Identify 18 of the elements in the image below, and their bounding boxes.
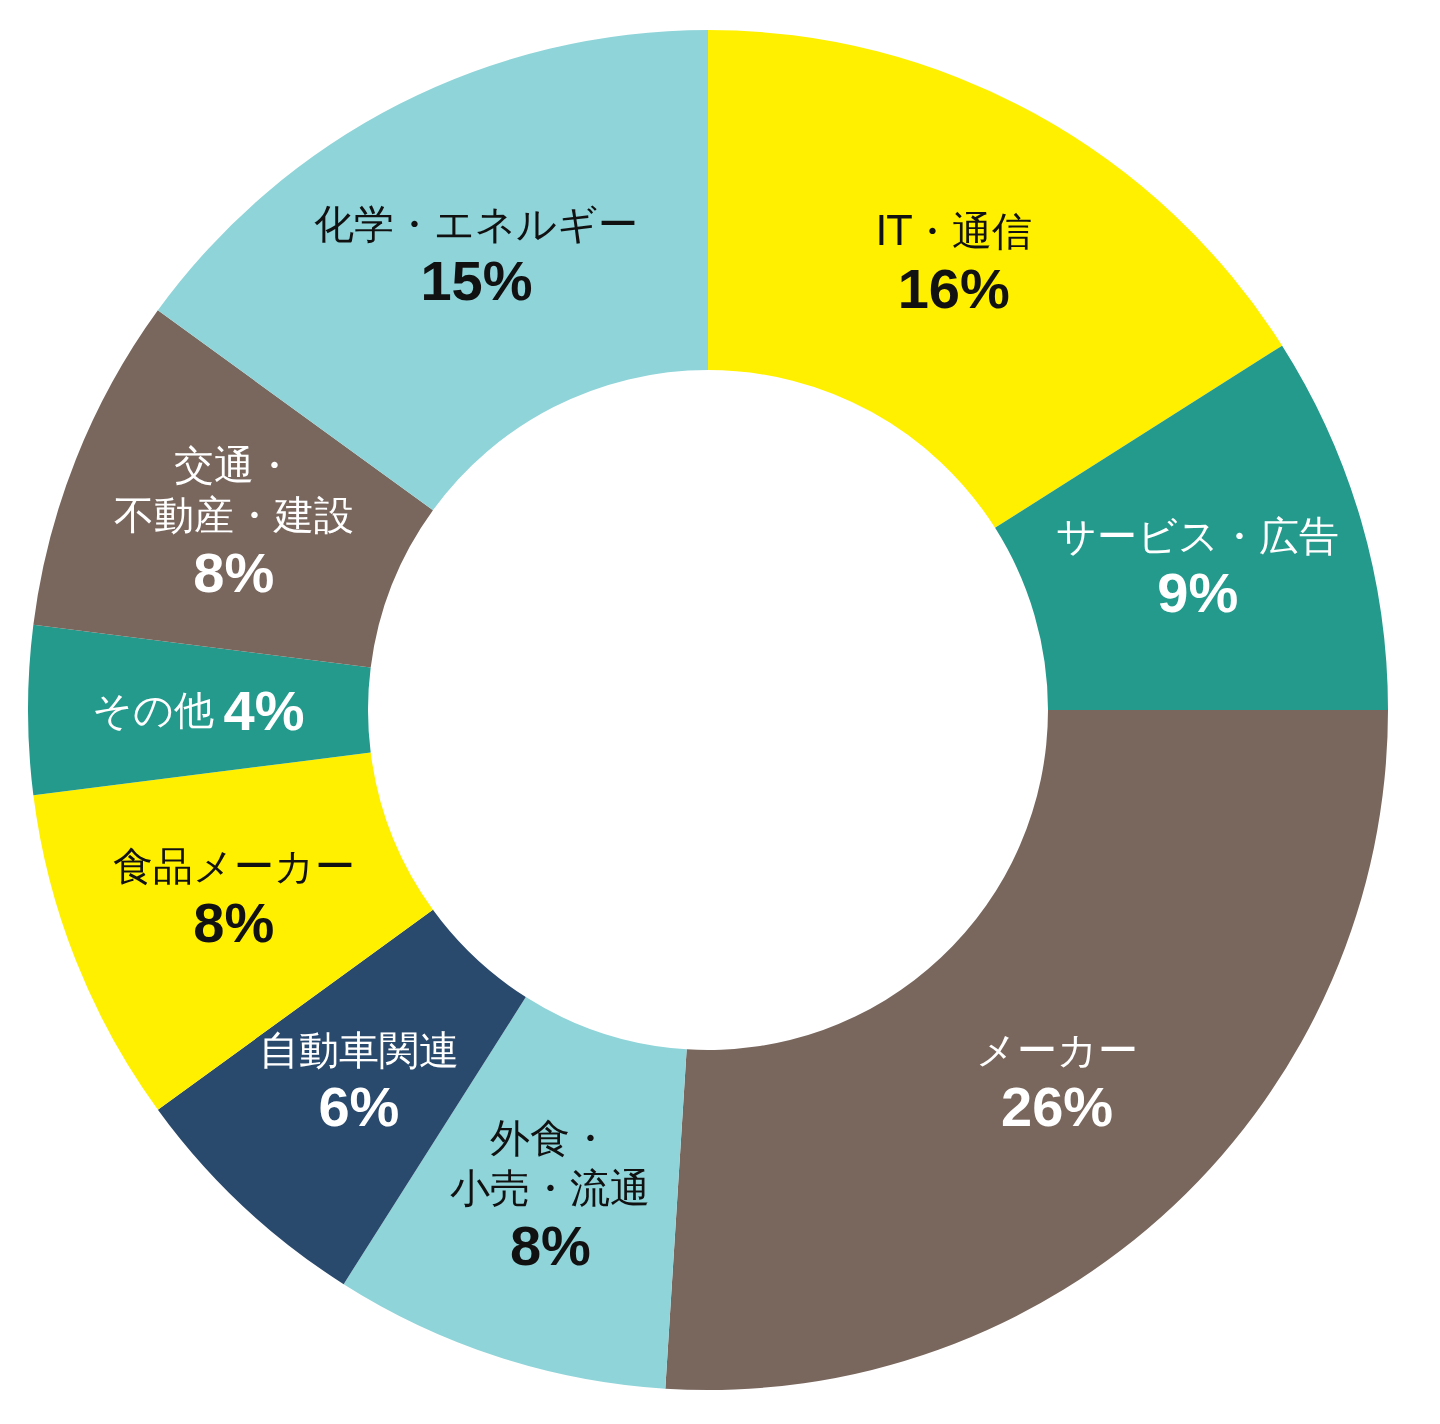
- data-label: 8%: [509, 1213, 591, 1277]
- data-label: 15%: [420, 249, 533, 313]
- slice-label: 化学・エネルギー: [314, 200, 639, 247]
- data-label: 26%: [1001, 1075, 1114, 1139]
- data-label: 8%: [193, 540, 275, 604]
- data-label: 4%: [223, 678, 305, 742]
- slice-label: 自動車関連: [258, 1026, 459, 1073]
- data-label: 8%: [193, 891, 275, 955]
- slice-label: 外食・小売・流通: [450, 1115, 651, 1212]
- data-label: 16%: [897, 256, 1010, 320]
- slice-label: メーカー: [976, 1026, 1139, 1073]
- data-label: 6%: [318, 1075, 400, 1139]
- slice-label: その他: [91, 687, 214, 733]
- data-label: 9%: [1157, 561, 1239, 625]
- slice-label: IT・通信: [875, 208, 1032, 255]
- slice-label: 交通・不動産・建設: [113, 442, 354, 539]
- slice-label: 食品メーカー: [112, 842, 355, 889]
- slice-label: サービス・広告: [1056, 512, 1340, 559]
